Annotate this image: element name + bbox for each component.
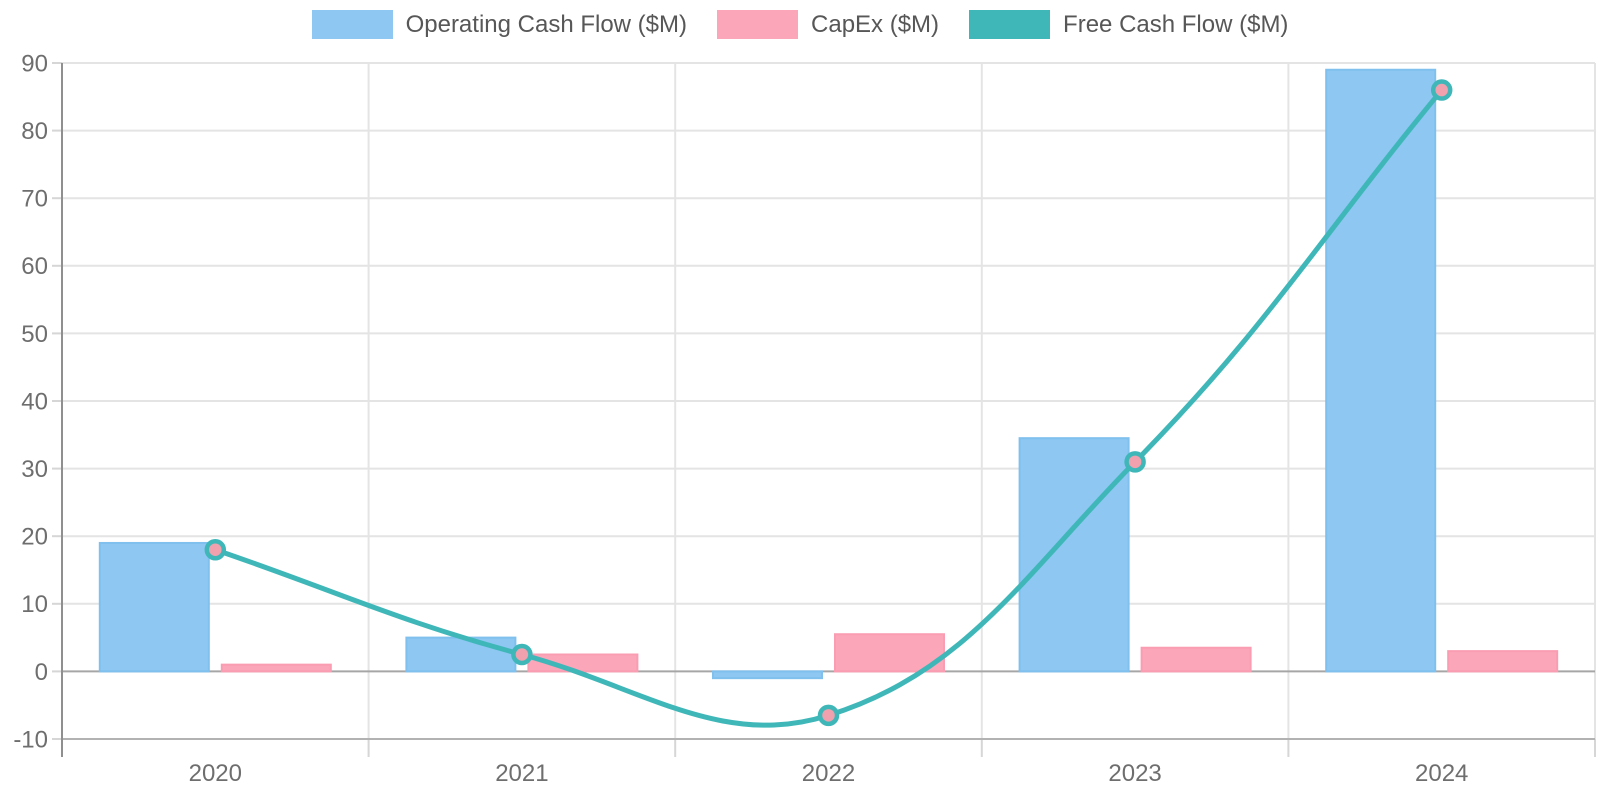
legend-label-operating-cash-flow: Operating Cash Flow ($M): [405, 10, 688, 38]
x-tick-label: 2024: [1415, 760, 1468, 787]
legend-swatch-operating-cash-flow-icon: [311, 10, 393, 39]
free-cash-flow-line: [212, 87, 1445, 728]
bar-operating-cash-flow-2023[interactable]: [1018, 437, 1130, 673]
chart-legend: Operating Cash Flow ($M) CapEx ($M) Free…: [0, 10, 1600, 39]
y-tick-label: 50: [21, 321, 48, 348]
x-tick-label: 2021: [495, 760, 548, 787]
y-tick-label: 30: [21, 456, 48, 483]
legend-label-free-cash-flow: Free Cash Flow ($M): [1063, 10, 1289, 38]
legend-swatch-capex-icon: [717, 10, 799, 39]
free-cash-flow-point-2023[interactable]: [1124, 451, 1146, 473]
legend-item-operating-cash-flow[interactable]: Operating Cash Flow ($M): [311, 10, 688, 39]
legend-label-capex: CapEx ($M): [811, 10, 940, 38]
y-tick-label: 20: [21, 524, 48, 551]
bar-capex-2023[interactable]: [1140, 646, 1252, 673]
y-tick-label: 70: [21, 186, 48, 213]
y-tick-label: 40: [21, 388, 48, 415]
bar-operating-cash-flow-2022[interactable]: [712, 670, 823, 680]
y-tick-label: 10: [21, 591, 48, 618]
free-cash-flow-point-2022[interactable]: [817, 704, 840, 727]
legend-item-free-cash-flow[interactable]: Free Cash Flow ($M): [969, 10, 1288, 39]
legend-swatch-free-cash-flow-icon: [969, 10, 1051, 39]
legend-item-capex[interactable]: CapEx ($M): [717, 10, 939, 39]
free-cash-flow-point-2021[interactable]: [511, 643, 533, 666]
x-tick-label: 2023: [1108, 760, 1161, 787]
bar-operating-cash-flow-2024[interactable]: [1325, 68, 1437, 673]
y-tick-label: -10: [13, 726, 48, 753]
y-tick-label: 60: [21, 253, 48, 280]
bar-capex-2022[interactable]: [834, 633, 945, 673]
y-tick-label: 90: [21, 50, 48, 77]
x-tick-label: 2020: [189, 760, 242, 787]
free-cash-flow-point-2024[interactable]: [1430, 79, 1453, 101]
y-tick-label: 0: [35, 659, 48, 686]
bar-capex-2024[interactable]: [1447, 650, 1559, 673]
free-cash-flow-point-2020[interactable]: [204, 538, 227, 561]
bar-operating-cash-flow-2021[interactable]: [405, 636, 517, 673]
bar-capex-2020[interactable]: [220, 663, 332, 673]
bar-operating-cash-flow-2020[interactable]: [98, 541, 210, 673]
y-tick-label: 80: [21, 118, 48, 145]
x-tick-label: 2022: [802, 760, 855, 787]
